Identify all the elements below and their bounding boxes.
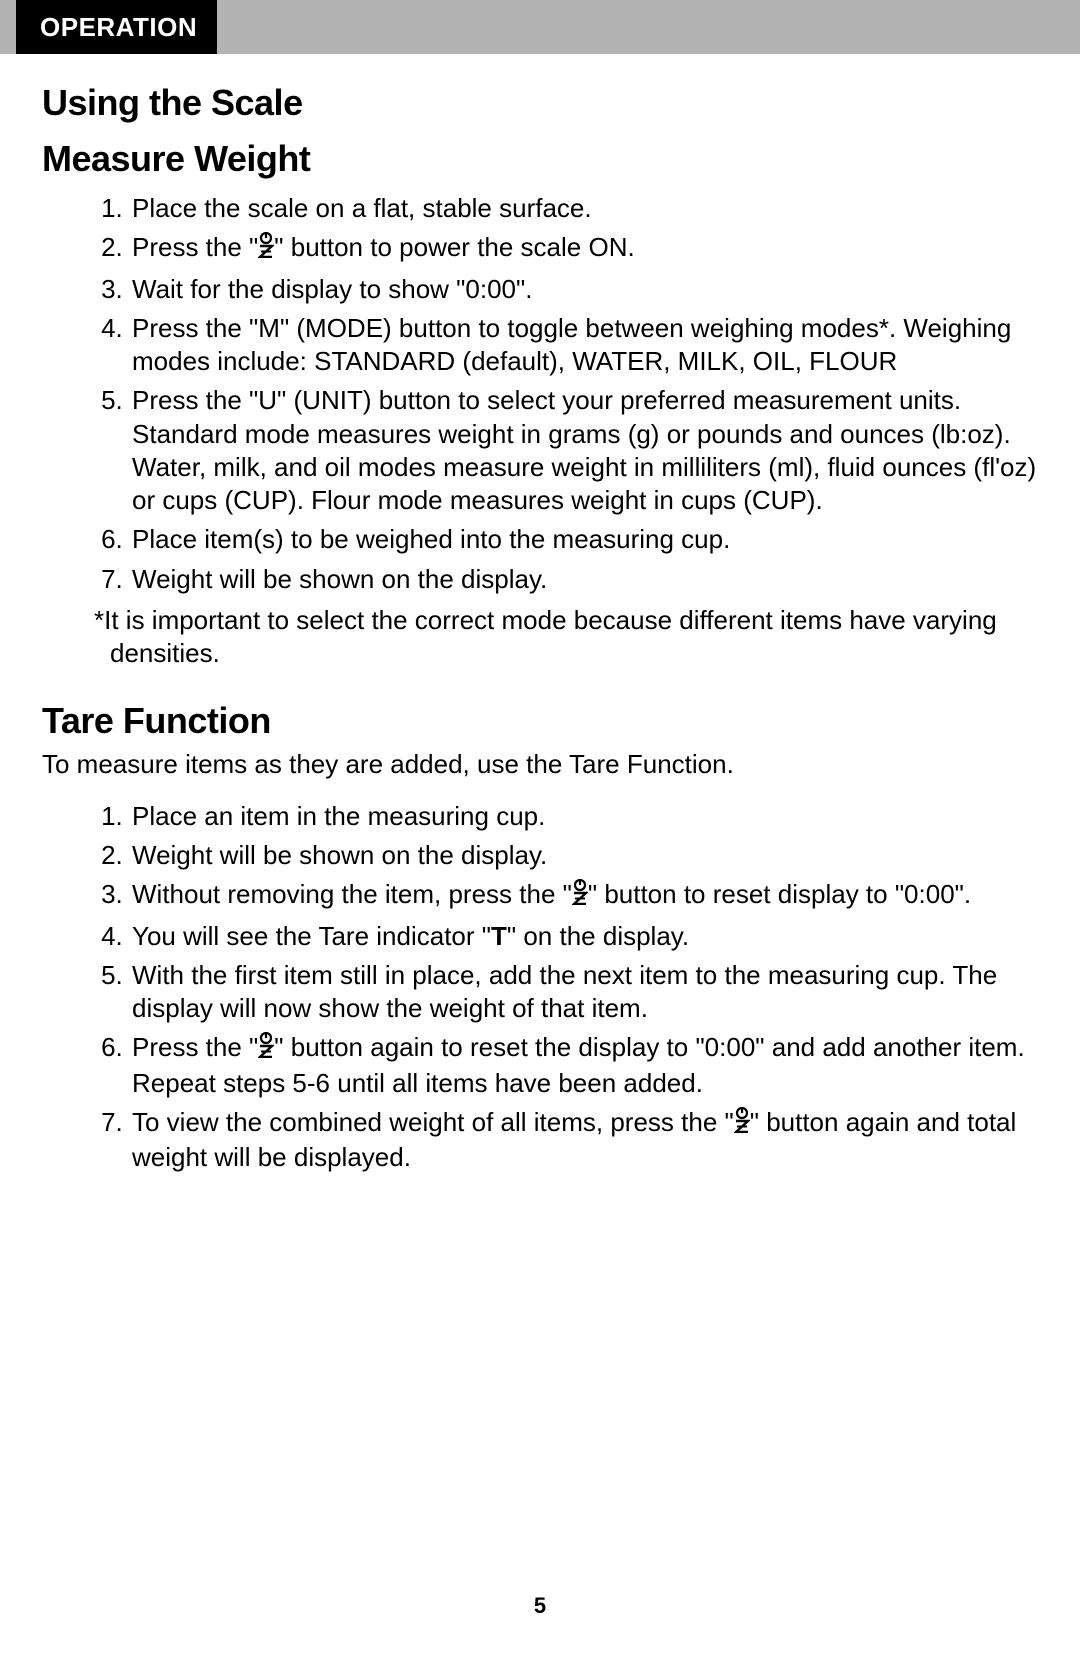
page-number: 5 bbox=[0, 1593, 1080, 1619]
tare-indicator: T bbox=[491, 921, 507, 951]
power-zero-icon bbox=[734, 1107, 750, 1141]
step-item: Weight will be shown on the display. bbox=[130, 839, 1038, 872]
step-item: To view the combined weight of all items… bbox=[130, 1106, 1038, 1175]
power-zero-icon bbox=[572, 879, 588, 913]
step-text: " button to power the scale ON. bbox=[274, 232, 634, 262]
step-item: With the first item still in place, add … bbox=[130, 959, 1038, 1026]
step-text: " button to reset display to "0:00". bbox=[588, 879, 971, 909]
step-item: Place the scale on a flat, stable surfac… bbox=[130, 192, 1038, 225]
step-item: Wait for the display to show "0:00". bbox=[130, 273, 1038, 306]
header-tab: OPERATION bbox=[16, 0, 217, 54]
step-text: Without removing the item, press the " bbox=[132, 879, 572, 909]
step-item: Press the "" button again to reset the d… bbox=[130, 1031, 1038, 1100]
section1-subtitle: Measure Weight bbox=[42, 138, 1038, 180]
step-item: You will see the Tare indicator "T" on t… bbox=[130, 920, 1038, 953]
power-zero-icon bbox=[258, 232, 274, 266]
step-text: Press the " bbox=[132, 1032, 258, 1062]
step-item: Weight will be shown on the display. bbox=[130, 563, 1038, 596]
step-text: " on the display. bbox=[507, 921, 689, 951]
section1-title: Using the Scale bbox=[42, 82, 1038, 124]
step-item: Place an item in the measuring cup. bbox=[130, 800, 1038, 833]
page: OPERATION Using the Scale Measure Weight… bbox=[0, 0, 1080, 1669]
step-item: Press the "U" (UNIT) button to select yo… bbox=[130, 384, 1038, 517]
power-zero-icon bbox=[258, 1032, 274, 1066]
measure-weight-steps: Place the scale on a flat, stable surfac… bbox=[42, 192, 1038, 596]
step-item: Without removing the item, press the " " … bbox=[130, 878, 1038, 913]
section2-title: Tare Function bbox=[42, 700, 1038, 742]
step-text: You will see the Tare indicator " bbox=[132, 921, 491, 951]
step-text: To view the combined weight of all items… bbox=[132, 1107, 734, 1137]
step-item: Place item(s) to be weighed into the mea… bbox=[130, 523, 1038, 556]
step-item: Press the "M" (MODE) button to toggle be… bbox=[130, 312, 1038, 379]
header-bar: OPERATION bbox=[0, 0, 1080, 54]
content: Using the Scale Measure Weight Place the… bbox=[0, 54, 1080, 1174]
section2-intro: To measure items as they are added, use … bbox=[42, 748, 1038, 781]
mode-note: *It is important to select the correct m… bbox=[94, 604, 1038, 671]
step-item: Press the " " button to power the scale O… bbox=[130, 231, 1038, 266]
tare-function-steps: Place an item in the measuring cup. Weig… bbox=[42, 800, 1038, 1175]
step-text: Press the " bbox=[132, 232, 258, 262]
